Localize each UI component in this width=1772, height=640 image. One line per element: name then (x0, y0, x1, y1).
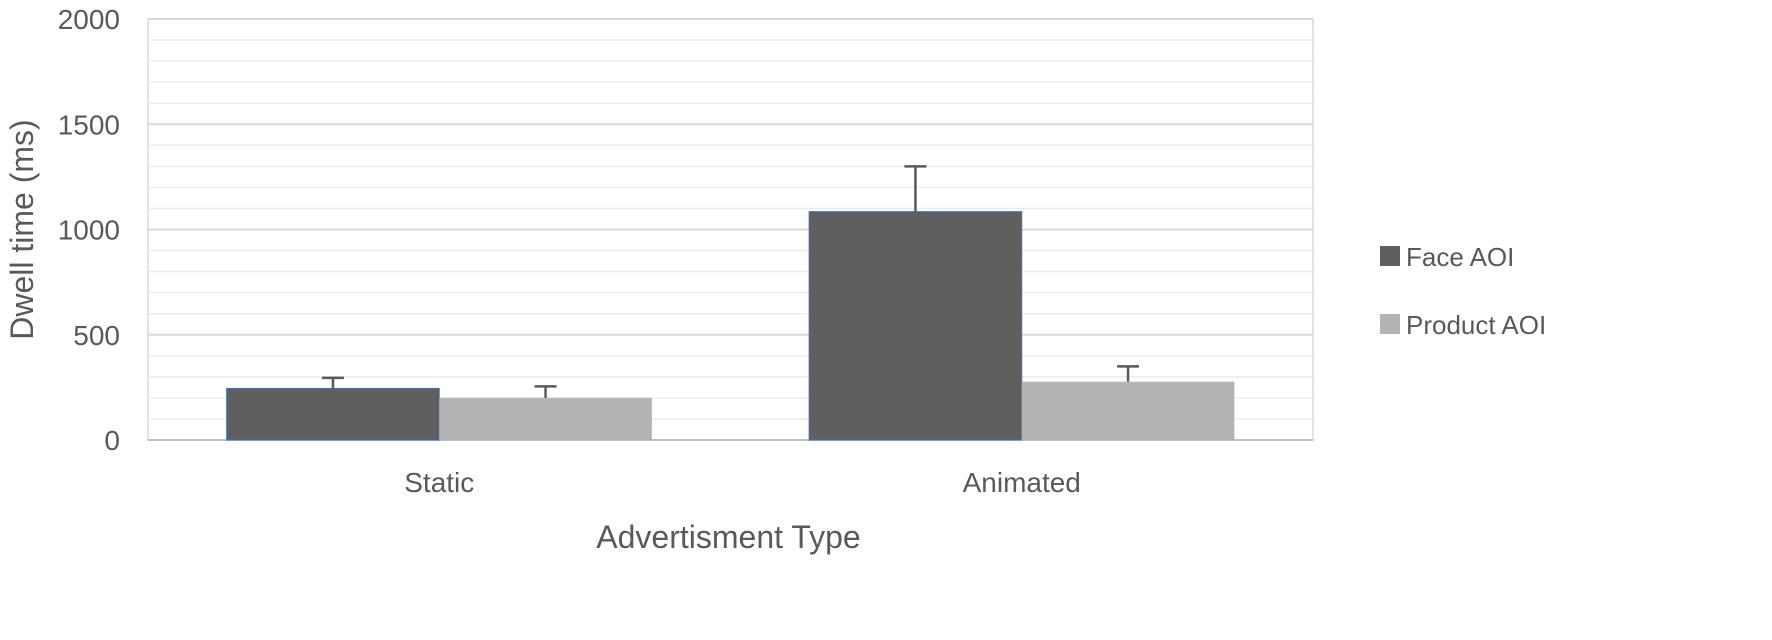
legend-swatch-product-aoi (1380, 314, 1400, 334)
legend-label-face-aoi: Face AOI (1406, 242, 1514, 272)
legend-swatch-face-aoi (1380, 246, 1400, 266)
y-tick-label: 1000 (58, 215, 120, 246)
y-tick-label: 500 (73, 320, 120, 351)
x-tick-label-animated: Animated (963, 467, 1081, 498)
axes: 0 500 1000 1500 2000 Static Animated (58, 4, 1081, 498)
bar-product-aoi-static (439, 397, 652, 440)
bar-face-aoi-static (226, 387, 440, 441)
y-tick-label: 1500 (58, 109, 120, 140)
y-tick-label: 2000 (58, 4, 120, 35)
bar-face-aoi-animated (808, 211, 1023, 441)
x-axis-title: Advertisment Type (596, 519, 860, 555)
error-bars (321, 165, 1140, 398)
x-tick-label-static: Static (404, 467, 474, 498)
legend-label-product-aoi: Product AOI (1406, 310, 1546, 340)
legend: Face AOI Product AOI (1380, 242, 1546, 340)
bars (226, 211, 1235, 441)
bar-product-aoi-animated (1021, 381, 1235, 440)
y-axis-title: Dwell time (ms) (4, 119, 40, 339)
y-tick-label: 0 (104, 425, 120, 456)
